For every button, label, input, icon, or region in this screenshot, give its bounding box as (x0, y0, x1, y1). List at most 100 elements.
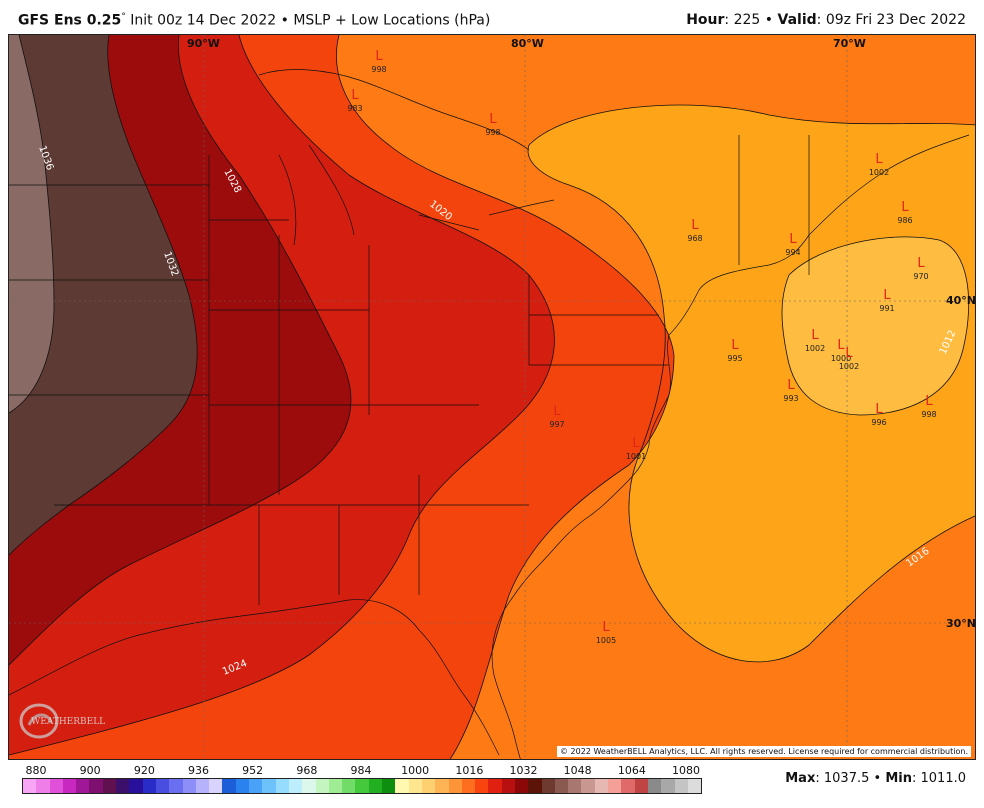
min-value: 1011.0 (920, 771, 967, 786)
band-1032-region (9, 35, 198, 555)
max-label: Max (785, 771, 816, 786)
colorbar-swatch (129, 779, 143, 793)
pressure-map: 90°W 80°W 70°W 40°N 30°N 1036 1032 1028 … (8, 34, 976, 760)
low-symbol: L (787, 378, 795, 393)
low-value: 1005 (596, 636, 616, 645)
colorbar-swatch (155, 779, 170, 793)
low-symbol: L (731, 338, 739, 353)
colorbar-tick-label: 952 (242, 764, 264, 777)
coastline-gulf (9, 599, 500, 756)
colorbar-swatch (76, 779, 90, 793)
state-lines (9, 135, 810, 605)
colorbar: 880 900 920 936 952 968 984 1000 1016 1032 1048 106… (22, 762, 702, 802)
colorbar-swatch (288, 779, 303, 793)
map-canvas: 90°W 80°W 70°W 40°N 30°N 1036 1032 1028 … (9, 35, 976, 759)
logo-swirl-icon (19, 703, 59, 739)
colorbar-swatch (302, 779, 316, 793)
low-symbol: L (632, 436, 640, 451)
low-symbol: L (875, 152, 883, 167)
colorbar-swatch (195, 779, 210, 793)
colorbar-swatch (395, 779, 409, 793)
colorbar-swatch (23, 779, 37, 793)
colorbar-swatch (355, 779, 369, 793)
low-symbol: L (917, 256, 925, 271)
low-symbol: L (351, 88, 359, 103)
colorbar-swatch (342, 779, 356, 793)
colorbar-swatch (475, 779, 489, 793)
colorbar-swatch (49, 779, 63, 793)
lat-label-30n: 30°N (946, 617, 976, 630)
map-title: GFS Ens 0.25° Init 00z 14 Dec 2022 • MSL… (18, 12, 490, 29)
colorbar-tick-label: 1048 (563, 764, 592, 777)
low-value: 995 (727, 354, 742, 363)
colorbar-swatch (501, 779, 515, 793)
product-name: MSLP + Low Locations (hPa) (293, 12, 491, 29)
isobar-1028 (9, 35, 352, 666)
colorbar-swatch (368, 779, 383, 793)
colorbar-swatch (328, 779, 343, 793)
colorbar-tick-label: 1016 (455, 764, 484, 777)
low-symbol: L (691, 218, 699, 233)
colorbar-swatch (421, 779, 436, 793)
low-symbol: L (811, 328, 819, 343)
colorbar-swatch (661, 779, 675, 793)
colorbar-swatch (169, 779, 183, 793)
valid-value: 09z Fri 23 Dec 2022 (825, 12, 966, 28)
colorbar-tick-label: 920 (133, 764, 155, 777)
colorbar-swatch (634, 779, 648, 793)
valid-time-block: Hour: 225 • Valid: 09z Fri 23 Dec 2022 (686, 12, 966, 28)
logo-text: WEATHERBELL (31, 717, 105, 727)
hour-label: Hour (686, 12, 725, 28)
colorbar-tick-label: 984 (350, 764, 372, 777)
colorbar-swatch (275, 779, 289, 793)
colorbar-tick-label: 1080 (672, 764, 700, 777)
colorbar-tick-label: 968 (296, 764, 318, 777)
colorbar-tick-label: 1064 (617, 764, 646, 777)
colorbar-swatch (89, 779, 103, 793)
colorbar-swatch (594, 779, 609, 793)
max-value: 1037.5 (823, 771, 870, 786)
hour-colon: : (724, 12, 734, 28)
min-colon: : (911, 771, 921, 786)
valid-separator: • (764, 12, 774, 28)
valid-label: Valid (777, 12, 817, 28)
colorbar-swatch (568, 779, 582, 793)
colorbar-swatch (382, 779, 396, 793)
model-name: GFS Ens 0.25 (18, 12, 122, 29)
colorbar-swatch (461, 779, 476, 793)
low-value: 998 (921, 410, 936, 419)
colorbar-swatch (222, 779, 236, 793)
low-value: 970 (913, 272, 928, 281)
colorbar-swatch (209, 779, 223, 793)
colorbar-swatch (62, 779, 77, 793)
init-time: Init 00z 14 Dec 2022 (130, 12, 277, 29)
lon-label-70w: 70°W (833, 37, 866, 50)
weatherbell-logo: WEATHERBELL (19, 703, 105, 739)
valid-colon: : (816, 12, 826, 28)
colorbar-swatch (674, 779, 688, 793)
low-value: 998 (485, 128, 500, 137)
low-symbol: L (602, 620, 610, 635)
colorbar-swatch (488, 779, 502, 793)
copyright-notice: © 2022 WeatherBELL Analytics, LLC. All r… (557, 746, 971, 757)
low-symbol: L (375, 49, 383, 64)
colorbar-swatch (182, 779, 196, 793)
isobar-1036 (9, 35, 55, 414)
map-header: GFS Ens 0.25° Init 00z 14 Dec 2022 • MSL… (0, 0, 984, 34)
low-symbol: L (553, 404, 561, 419)
colorbar-swatch (647, 779, 662, 793)
colorbar-swatch (528, 779, 542, 793)
colorbar-swatch (142, 779, 156, 793)
colorbar-swatch (435, 779, 449, 793)
colorbar-swatch (262, 779, 276, 793)
